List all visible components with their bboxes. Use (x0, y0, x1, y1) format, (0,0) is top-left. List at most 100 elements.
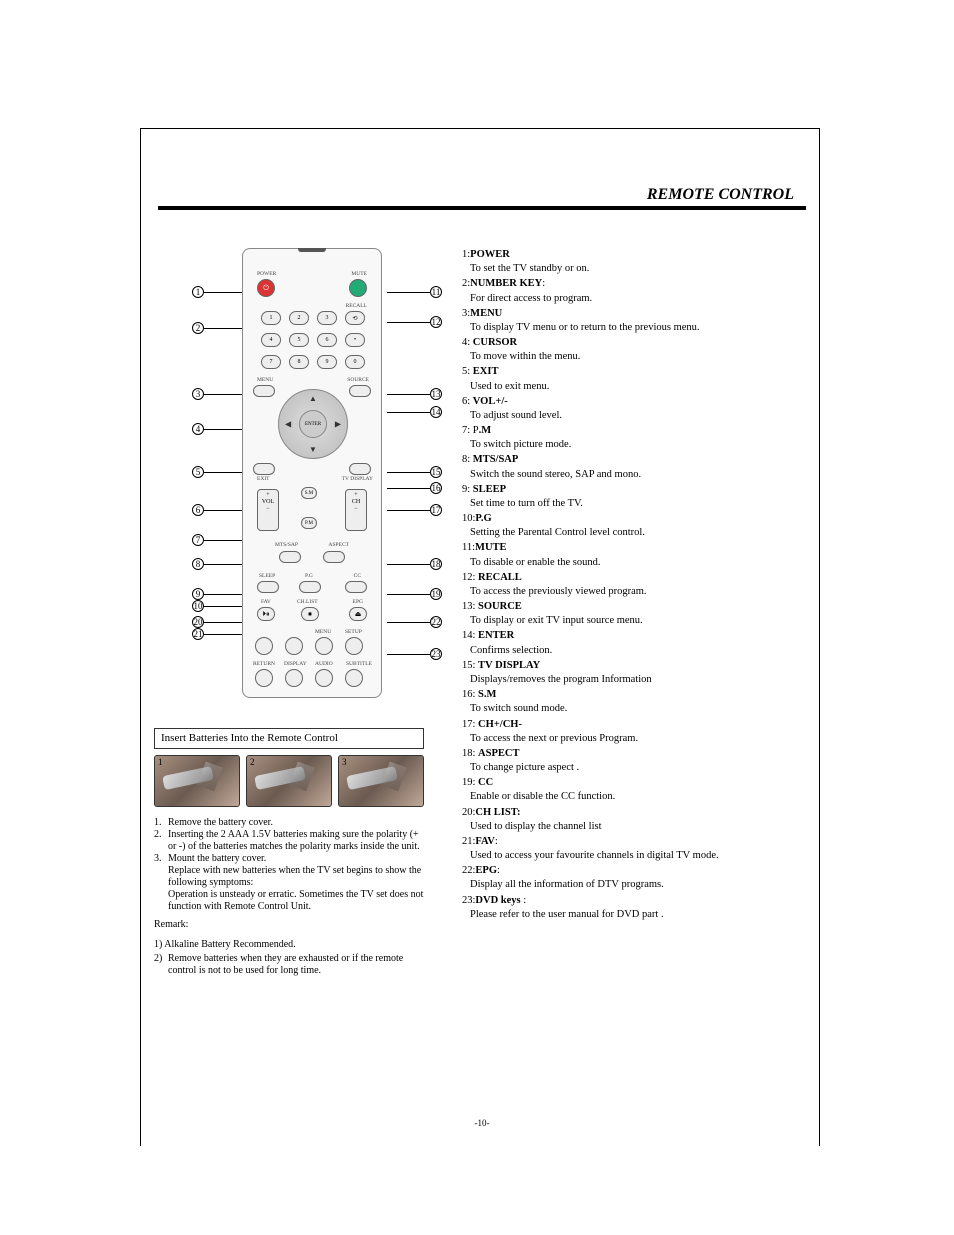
key-head: 20:CH LIST: (462, 807, 520, 818)
callout-line (204, 394, 242, 395)
callout: 12 (387, 316, 442, 328)
battery-step-image: 2 (246, 755, 332, 807)
sleep-button (257, 581, 279, 593)
callout-num: 12 (430, 316, 442, 328)
key-head: 5: EXIT (462, 366, 498, 377)
key-row: 21:FAV:Used to access your favourite cha… (462, 835, 806, 863)
callout-num: 10 (192, 600, 204, 612)
num-button: 9 (317, 355, 337, 369)
source-button (349, 385, 371, 397)
key-head: 21:FAV: (462, 836, 498, 847)
num-button: 5 (289, 333, 309, 347)
remote-body: POWER MUTE ⏻ RECALL 123456789⟲•0 MENU SO… (242, 248, 382, 698)
callout: 22 (387, 616, 442, 628)
arrow-up-icon: ▲ (309, 394, 317, 403)
callout-line (204, 328, 242, 329)
pg-button (299, 581, 321, 593)
key-row: 13: SOURCETo display or exit TV input so… (462, 600, 806, 628)
label-source: SOURCE (347, 377, 369, 383)
step-num: 2. (154, 829, 168, 853)
callout: 6 (192, 504, 242, 516)
callout-line (204, 634, 242, 635)
label-mts: MTS/SAP (275, 542, 298, 548)
key-row: 5: EXIT Used to exit menu. (462, 365, 806, 393)
key-desc: To access the next or previous Program. (462, 732, 806, 746)
key-row: 18: ASPECTTo change picture aspect . (462, 747, 806, 775)
callout-line (387, 488, 430, 489)
remark-label: Remark: (154, 919, 424, 931)
vol-label: VOL (262, 499, 274, 506)
key-desc: To display or exit TV input source menu. (462, 614, 806, 628)
label-mute: MUTE (351, 271, 367, 277)
key-row: 17: CH+/CH- To access the next or previou… (462, 718, 806, 746)
key-desc: To move within the menu. (462, 350, 806, 364)
key-row: 10:P.GSetting the Parental Control level… (462, 512, 806, 540)
key-desc: To adjust sound level. (462, 409, 806, 423)
dvd-button (285, 669, 303, 687)
callout-num: 15 (430, 466, 442, 478)
key-row: 14: ENTERConfirms selection. (462, 629, 806, 657)
label-chlist: CH.LIST (297, 599, 318, 605)
callout-num: 20 (192, 616, 204, 628)
key-row: 9: SLEEPSet time to turn off the TV. (462, 483, 806, 511)
callout: 18 (387, 558, 442, 570)
key-desc: To disable or enable the sound. (462, 556, 806, 570)
key-row: 11:MUTETo disable or enable the sound. (462, 541, 806, 569)
num-button: 1 (261, 311, 281, 325)
callout: 19 (387, 588, 442, 600)
key-row: 6: VOL+/- To adjust sound level. (462, 395, 806, 423)
key-head: 19: CC (462, 777, 493, 788)
key-head: 17: CH+/CH- (462, 719, 522, 730)
callout: 4 (192, 423, 242, 435)
callout-line (204, 622, 242, 623)
key-desc: Confirms selection. (462, 644, 806, 658)
arrow-left-icon: ◀ (285, 420, 291, 429)
callout-num: 8 (192, 558, 204, 570)
epg-button: ⏏ (349, 607, 367, 621)
key-row: 4: CURSORTo move within the menu. (462, 336, 806, 364)
callout: 7 (192, 534, 242, 546)
ch-rocker: +CH− (345, 489, 367, 531)
battery-images: 1 2 3 (154, 755, 424, 807)
callout: 3 (192, 388, 242, 400)
key-head: 6: VOL+/- (462, 396, 508, 407)
fav-button: ⏵⏸ (257, 607, 275, 621)
dvd-label: SUBTITLE (346, 661, 372, 667)
key-row: 3:MENU To display TV menu or to return to… (462, 307, 806, 335)
section-header: REMOTE CONTROL (158, 144, 806, 210)
num-button: 3 (317, 311, 337, 325)
key-desc: To display TV menu or to return to the p… (462, 321, 806, 335)
callout-line (204, 540, 242, 541)
vol-rocker: +VOL− (257, 489, 279, 531)
callout-num: 5 (192, 466, 204, 478)
sm-button: S.M (301, 487, 317, 499)
key-desc: Used to exit menu. (462, 380, 806, 394)
battery-step: 2.Inserting the 2 AAA 1.5V batteries mak… (154, 829, 424, 853)
pm-button: P.M (301, 517, 317, 529)
mts-button (279, 551, 301, 563)
aspect-button (323, 551, 345, 563)
callout-line (204, 594, 242, 595)
callout-num: 2 (192, 322, 204, 334)
callout-num: 11 (430, 286, 442, 298)
key-head: 9: SLEEP (462, 484, 506, 495)
menu-button (253, 385, 275, 397)
battery-step-image: 3 (338, 755, 424, 807)
key-head: 8: MTS/SAP (462, 454, 518, 465)
step-num: 3. (154, 853, 168, 913)
key-head: 3:MENU (462, 308, 502, 319)
callout: 14 (387, 406, 442, 418)
label-cc: CC (354, 573, 361, 579)
label-menu: MENU (257, 377, 273, 383)
key-row: 22:EPG:Display all the information of DT… (462, 864, 806, 892)
page-number: -10- (475, 1118, 490, 1128)
key-head: 16: S.M (462, 689, 496, 700)
callout: 23 (387, 648, 442, 660)
num-button: 8 (289, 355, 309, 369)
callout-num: 16 (430, 482, 442, 494)
callout-line (387, 510, 430, 511)
callout: 10 (192, 600, 242, 612)
callout-num: 22 (430, 616, 442, 628)
battery-title: Insert Batteries Into the Remote Control (154, 728, 424, 749)
callout: 9 (192, 588, 242, 600)
